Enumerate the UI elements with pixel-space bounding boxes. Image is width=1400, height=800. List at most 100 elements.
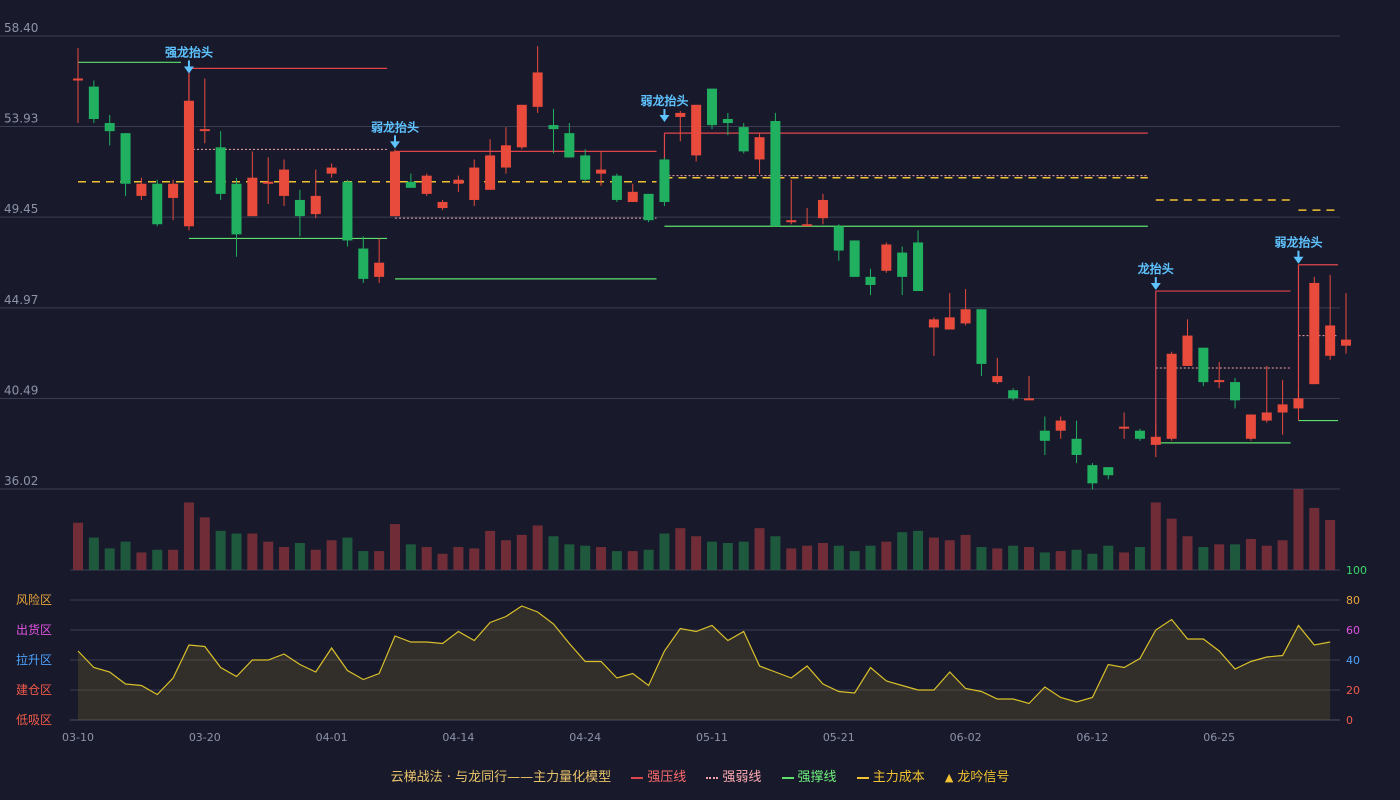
candle-body (1277, 404, 1288, 413)
candle-body (691, 104, 702, 156)
legend-title: 云梯战法 · 与龙同行——主力量化模型 (390, 770, 612, 785)
price-tick-label: 40.49 (4, 384, 38, 398)
cost-swatch-icon (856, 776, 869, 779)
volume-bar (548, 536, 559, 570)
candle-body (199, 129, 210, 132)
volume-bar (580, 545, 591, 570)
volume-bar (374, 551, 385, 570)
candle-body (104, 123, 115, 132)
date-tick-label: 05-21 (823, 731, 855, 744)
volume-bar (1182, 536, 1193, 570)
date-tick-label: 03-10 (62, 731, 94, 744)
candle-body (183, 100, 194, 227)
candle-body (247, 177, 258, 217)
volume-bar (485, 530, 496, 570)
legend: 云梯战法 · 与龙同行——主力量化模型 强压线 强弱线 强撑线 主力成本 ▲ 龙吟… (0, 766, 1400, 785)
price-tick-label: 58.40 (4, 21, 38, 35)
date-tick-label: 04-14 (442, 731, 474, 744)
volume-bar (1245, 538, 1256, 570)
date-tick-label: 06-25 (1203, 731, 1235, 744)
candle-body (564, 133, 575, 158)
oscillator-area (78, 606, 1331, 720)
candle-body (294, 199, 305, 217)
candle-body (1024, 398, 1034, 401)
zone-label: 低吸区 (16, 713, 52, 727)
candle-body (849, 240, 860, 277)
volume-bar (1150, 502, 1161, 570)
volume-bar (754, 528, 765, 570)
candle-body (358, 248, 369, 279)
volume-bar (865, 545, 876, 570)
signal-label: 弱龙抬头 (371, 119, 419, 134)
candle-body (390, 151, 400, 217)
legend-item-resistance[interactable]: 强压线 (631, 770, 690, 785)
candle-body (881, 244, 892, 271)
legend-item-weak[interactable]: 强弱线 (706, 770, 765, 785)
candle-body (548, 125, 559, 130)
volume-bar (1071, 549, 1082, 570)
volume-bar (263, 541, 274, 570)
volume-bar (152, 549, 163, 570)
volume-bar (659, 533, 670, 570)
candle-body (1039, 430, 1050, 441)
oscillator-tick-label: 40 (1346, 654, 1360, 667)
legend-item-signal[interactable]: ▲ 龙吟信号 (945, 770, 1009, 785)
volume-bar (1024, 547, 1034, 570)
candle-body (833, 226, 844, 251)
candle-body (707, 88, 717, 126)
oscillator-tick-label: 0 (1346, 714, 1353, 727)
candle-body (421, 175, 432, 194)
legend-label-signal: 龙吟信号 (957, 770, 1010, 785)
candle-body (152, 183, 163, 225)
volume-bar (310, 549, 321, 570)
candle-body (136, 183, 147, 196)
volume-bar (215, 530, 226, 570)
candle-body (659, 159, 670, 202)
volume-bar (358, 551, 369, 570)
volume-bar (1008, 545, 1019, 570)
volume-bar (73, 522, 83, 570)
volume-bar (992, 548, 1003, 570)
volume-bar (897, 532, 908, 570)
legend-label-support: 强撑线 (797, 770, 837, 785)
signal-label: 强龙抬头 (165, 44, 213, 59)
signal-arrow-icon (183, 66, 194, 74)
volume-bar (136, 552, 147, 570)
price-tick-label: 44.97 (4, 293, 38, 307)
volume-bar (786, 548, 797, 570)
volume-bar (231, 533, 242, 570)
volume-bar (960, 534, 971, 570)
candle-body (976, 309, 987, 364)
volume-bar (294, 543, 305, 570)
candle-body (405, 181, 416, 188)
volume-bar (944, 540, 955, 570)
volume-bar (881, 541, 892, 570)
volume-bars (73, 489, 1336, 570)
candle-body (1008, 390, 1019, 399)
candle-body (469, 167, 480, 200)
grid-layer (0, 35, 1340, 571)
candle-body (88, 86, 99, 119)
candle-body (627, 191, 638, 202)
legend-item-cost[interactable]: 主力成本 (856, 770, 929, 785)
candle-body (754, 137, 765, 160)
candle-body (1182, 335, 1193, 366)
candle-body (231, 183, 242, 235)
date-tick-label: 06-02 (950, 731, 982, 744)
volume-bar (707, 541, 717, 570)
legend-item-support[interactable]: 强撑线 (781, 770, 841, 785)
volume-bar (849, 551, 860, 570)
volume-bar (516, 534, 527, 570)
candle-body (1103, 467, 1114, 476)
date-tick-label: 05-11 (696, 731, 728, 744)
candle-body (913, 242, 924, 292)
candle-body (992, 376, 1003, 383)
oscillator-tick-label: 60 (1346, 624, 1360, 637)
triangle-icon: ▲ (944, 771, 954, 784)
volume-bar (691, 536, 702, 570)
candle-body (675, 112, 686, 117)
candle-body (120, 133, 131, 184)
candle-body (342, 181, 353, 241)
